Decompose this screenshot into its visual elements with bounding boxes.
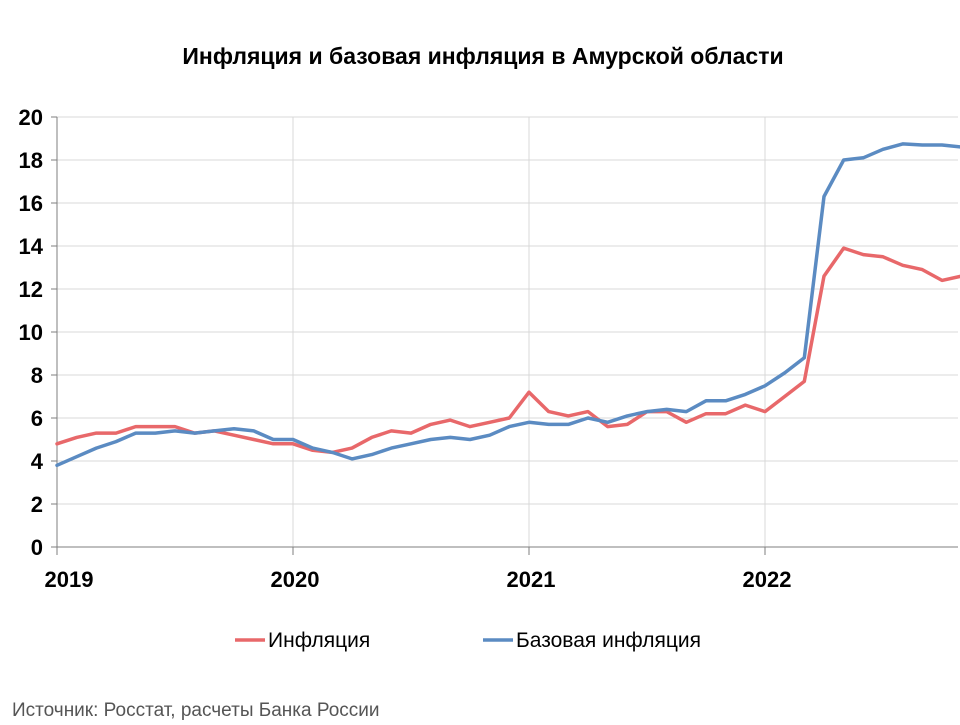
source-note: Источник: Росстат, расчеты Банка России	[12, 700, 380, 720]
y-tick-label: 4	[31, 449, 44, 474]
legend: Инфляция Базовая инфляция	[235, 629, 701, 652]
x-axis-ticks: 2019 2020 2021 2022	[45, 567, 792, 592]
series-lines	[55, 142, 960, 468]
y-tick-label: 16	[19, 191, 43, 216]
grid	[57, 116, 958, 547]
y-tick-label: 0	[31, 535, 43, 560]
series-line-inflation	[55, 246, 960, 455]
y-tick-label: 20	[19, 105, 43, 130]
y-tick-label: 10	[19, 320, 43, 345]
y-tick-label: 2	[31, 492, 43, 517]
axes	[51, 116, 958, 555]
y-tick-label: 18	[19, 148, 43, 173]
legend-label: Инфляция	[268, 629, 370, 652]
y-tick-label: 6	[31, 406, 43, 431]
x-tick-label: 2021	[507, 567, 556, 592]
chart-title: Инфляция и базовая инфляция в Амурской о…	[182, 43, 783, 69]
x-tick-label: 2022	[743, 567, 792, 592]
y-tick-label: 12	[19, 277, 43, 302]
legend-label: Базовая инфляция	[516, 629, 701, 652]
y-tick-label: 14	[19, 234, 44, 259]
x-tick-label: 2020	[271, 567, 320, 592]
series-line-core-inflation	[55, 142, 960, 468]
x-tick-label: 2019	[45, 567, 94, 592]
y-axis-ticks: 0 2 4 6 8 10 12 14 16 18 20	[19, 105, 44, 560]
y-tick-label: 8	[31, 363, 43, 388]
